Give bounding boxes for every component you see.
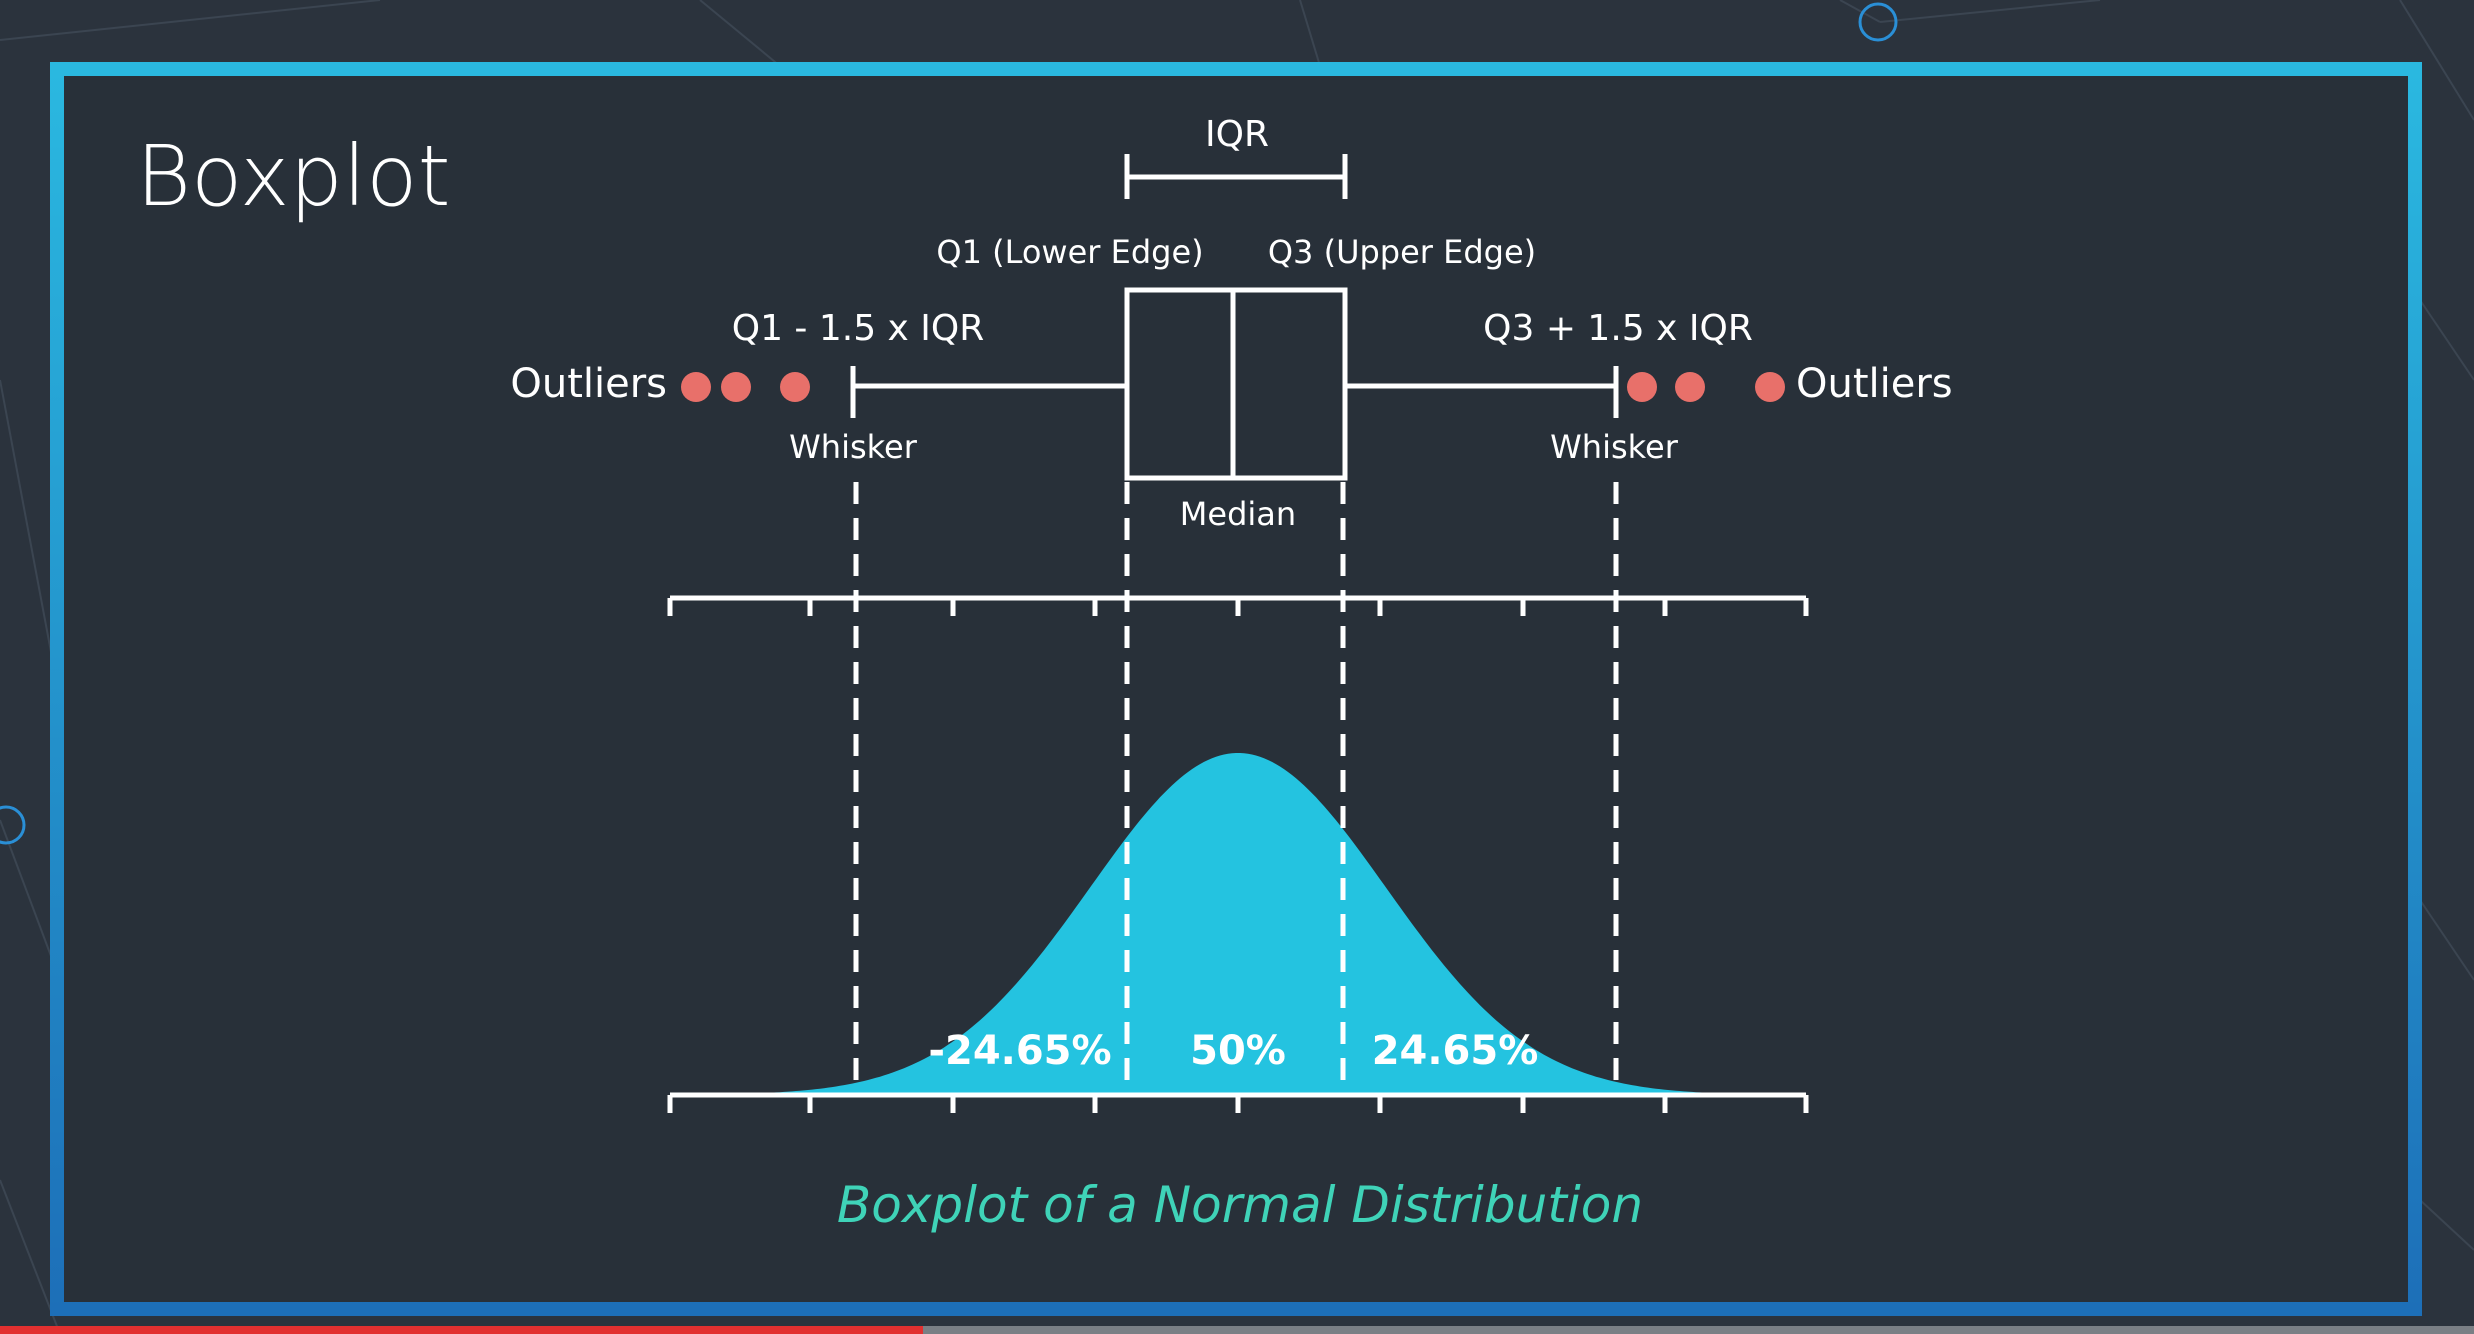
iqr-label: IQR xyxy=(1205,114,1269,155)
video-progress-fill xyxy=(0,1326,923,1334)
outlier-point xyxy=(1755,372,1785,402)
whisker-left-label: Whisker xyxy=(789,428,918,466)
iqr-bracket xyxy=(1124,154,1348,199)
outliers-left xyxy=(681,372,810,402)
q3-label: Q3 (Upper Edge) xyxy=(1268,233,1536,271)
q1-label: Q1 (Lower Edge) xyxy=(936,233,1203,271)
outliers-right-label: Outliers xyxy=(1796,361,1953,407)
outlier-point xyxy=(681,372,711,402)
outlier-point xyxy=(780,372,810,402)
whisker-right-label: Whisker xyxy=(1550,428,1679,466)
outlier-point xyxy=(721,372,751,402)
slide-caption: Boxplot of a Normal Distribution xyxy=(837,1176,1643,1234)
network-node xyxy=(0,805,26,845)
outliers-left-label: Outliers xyxy=(510,361,667,407)
left-tail-percent: -24.65% xyxy=(928,1028,1111,1074)
bottom-axis xyxy=(667,1092,1809,1113)
dashed-guides xyxy=(853,482,1619,1092)
lower-fence-label: Q1 - 1.5 x IQR xyxy=(732,308,985,349)
center-percent: 50% xyxy=(1190,1028,1286,1074)
slide-title: Boxplot xyxy=(136,127,451,225)
whisker-left xyxy=(850,366,1127,418)
video-progress-track[interactable] xyxy=(0,1326,2474,1334)
normal-curve xyxy=(700,753,1776,1095)
median-label: Median xyxy=(1180,495,1296,533)
outlier-point xyxy=(1627,372,1657,402)
network-node xyxy=(1858,2,1898,42)
slide-panel xyxy=(50,62,2422,1316)
whisker-right xyxy=(1345,366,1619,418)
outliers-right xyxy=(1627,372,1785,402)
outlier-point xyxy=(1675,372,1705,402)
right-tail-percent: 24.65% xyxy=(1372,1028,1539,1074)
upper-fence-label: Q3 + 1.5 x IQR xyxy=(1483,308,1753,349)
